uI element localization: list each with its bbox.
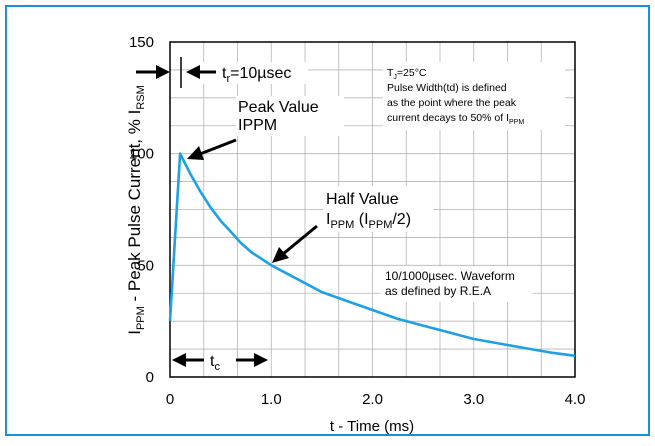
x-tick-label: 4.0 [565,391,586,408]
axis-ticks: 0 1.0 2.0 3.0 4.0 0 50 100 150 [129,34,585,408]
note-background [383,62,565,130]
x-tick-label: 0 [166,391,174,408]
series-line [168,152,576,358]
waveform-label-background [381,266,533,302]
y-label-main: I [125,330,144,335]
peak-label-background [236,96,344,136]
y-label-sub2: RSM [135,85,147,109]
tr-arrow-left [136,65,170,79]
y-tick-label: 50 [137,257,154,274]
tc-label: tc [210,353,220,373]
peak-label-line2: IPPM [238,117,277,134]
peak-arrow [187,138,237,160]
series-layer [168,152,576,358]
half-label-background [323,186,433,232]
peak-label-line1: Peak Value [238,99,319,116]
tr-label-background [200,62,308,84]
note-line4: current decays to 50% of IPPM [387,112,524,126]
tc-arrow-left [172,353,204,367]
note-temperature: TJ=25°C [387,67,427,81]
x-tick-label: 3.0 [463,391,484,408]
x-tick-label: 2.0 [362,391,383,408]
plot-frame [169,41,576,378]
y-axis-label: IPPM - Peak Pulse Current, % IRSM [125,85,147,335]
tr-arrow-right [186,65,216,79]
waveform-line2: as defined by R.E.A [385,284,491,298]
half-arrow [272,224,318,263]
waveform-line1: 10/1000µsec. Waveform [385,269,515,283]
note-line3: as the point where the peak [387,97,517,109]
tr-label: tr=10µsec [222,65,291,85]
y-label-middle: - Peak Pulse Current, % I [125,110,144,307]
y-tick-label: 150 [129,34,154,51]
y-tick-label: 0 [146,369,154,386]
x-axis-label: t - Time (ms) [330,418,414,435]
half-label-line2: IPPM (IPPM/2) [326,211,411,231]
y-label-sub1: PPM [135,306,147,330]
y-tick-label: 100 [129,146,154,163]
half-label-line1: Half Value [326,191,399,208]
x-tick-label: 1.0 [261,391,282,408]
note-line2: Pulse Width(td) is defined [387,82,507,94]
outer-frame [5,5,650,436]
tc-arrow-right [236,353,268,367]
